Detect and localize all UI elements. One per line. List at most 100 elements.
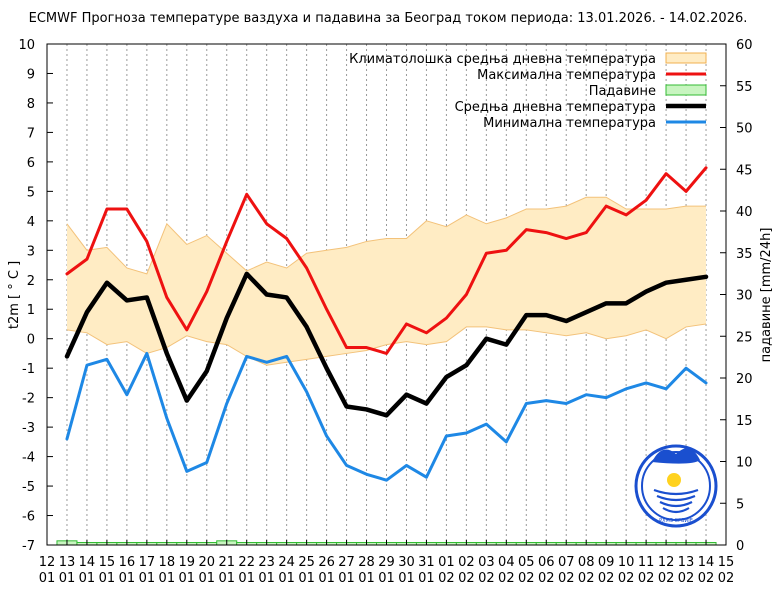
x-tick-month-label: 01: [119, 571, 136, 586]
x-tick-month-label: 01: [338, 571, 355, 586]
temperature-lines: [64, 166, 709, 482]
x-tick-day-label: 11: [638, 555, 655, 570]
x-tick-day-label: 20: [198, 555, 215, 570]
x-tick-month-label: 02: [578, 571, 595, 586]
y-axis-left: -7 -6 -5 -4 -3 -2 -1 0 1 2 3 4 5 6 7 8 9 10: [18, 38, 53, 554]
rhmz-logo-icon: РХМЗ СРБИЈЕ: [634, 444, 718, 528]
x-tick-day-label: 15: [99, 555, 116, 570]
x-tick-day-label: 19: [179, 555, 196, 570]
x-tick-month-label: 01: [139, 571, 156, 586]
legend-label: Минимална температура: [483, 116, 656, 131]
legend-label: Максимална температура: [477, 68, 656, 83]
x-tick-month-label: 02: [618, 571, 635, 586]
x-tick-day-label: 29: [378, 555, 395, 570]
x-tick-day-label: 30: [398, 555, 415, 570]
x-tick-month-label: 02: [598, 571, 615, 586]
x-tick-day-label: 06: [538, 555, 555, 570]
x-tick-day-label: 02: [458, 555, 475, 570]
max-temp-line: [65, 166, 708, 355]
y-tick-label: -1: [22, 362, 35, 377]
y-axis-label: t2m [ ° C ]: [7, 261, 22, 329]
y-tick-label: 7: [27, 126, 35, 141]
x-tick-month-label: 01: [318, 571, 335, 586]
y2-tick-label: 45: [736, 163, 753, 178]
x-tick-day-label: 13: [59, 555, 76, 570]
x-tick-day-label: 28: [358, 555, 375, 570]
x-tick-day-label: 15: [718, 555, 735, 570]
x-tick-day-label: 25: [298, 555, 315, 570]
y2-tick-label: 20: [736, 372, 753, 387]
x-tick-month-label: 01: [198, 571, 215, 586]
y-tick-label: -6: [22, 510, 35, 525]
x-tick-month-label: 01: [238, 571, 255, 586]
min-temp-line: [65, 351, 708, 482]
y2-tick-label: 15: [736, 414, 753, 429]
legend-swatch: [665, 52, 707, 64]
logo-caption: РХМЗ СРБИЈЕ: [659, 518, 693, 524]
x-tick-month-label: 01: [278, 571, 295, 586]
x-tick-month-label: 01: [298, 571, 315, 586]
y-tick-label: -7: [22, 539, 35, 554]
x-tick-day-label: 05: [518, 555, 535, 570]
x-tick-day-label: 16: [119, 555, 136, 570]
chart-title: ECMWF Прогноза температуре ваздуха и пад…: [29, 11, 748, 26]
y-axis-right: 0 5 10 15 20 25 30 35 40 45 50 55 60: [720, 38, 753, 554]
logo-wave: [653, 488, 699, 496]
y-tick-label: 10: [18, 38, 35, 53]
legend-label: Средња дневна температура: [455, 100, 656, 115]
y-tick-label: 8: [27, 97, 35, 112]
y2-tick-label: 60: [736, 38, 753, 53]
x-tick-month-label: 01: [39, 571, 56, 586]
y-tick-label: -4: [22, 451, 35, 466]
x-tick-month-label: 02: [498, 571, 515, 586]
climate-upper-edge: [66, 196, 707, 275]
x-tick-month-label: 02: [478, 571, 495, 586]
x-tick-day-label: 08: [578, 555, 595, 570]
x-tick-month-label: 02: [538, 571, 555, 586]
x-tick-month-label: 01: [159, 571, 176, 586]
x-tick-month-label: 02: [718, 571, 735, 586]
y2-tick-label: 55: [736, 80, 753, 95]
logo-wave: [656, 494, 696, 502]
x-tick-day-label: 03: [478, 555, 495, 570]
y-tick-label: 0: [27, 333, 35, 348]
x-tick-month-label: 01: [358, 571, 375, 586]
x-tick-month-label: 02: [698, 571, 715, 586]
y2-tick-label: 5: [736, 497, 744, 512]
x-tick-day-label: 21: [218, 555, 235, 570]
x-tick-month-label: 01: [99, 571, 116, 586]
y2-tick-label: 40: [736, 205, 753, 220]
x-tick-day-label: 18: [159, 555, 176, 570]
y-tick-label: 4: [27, 215, 35, 230]
x-tick-month-label: 02: [658, 571, 675, 586]
legend: Климатолошка средња дневна температураМа…: [349, 52, 707, 131]
x-tick-day-label: 24: [278, 555, 295, 570]
x-tick-month-label: 02: [438, 571, 455, 586]
x-tick-day-label: 01: [438, 555, 455, 570]
y-tick-label: 2: [27, 274, 35, 289]
y2-tick-label: 50: [736, 122, 753, 137]
x-tick-day-label: 12: [658, 555, 675, 570]
y-tick-label: 6: [27, 156, 35, 171]
x-tick-month-label: 01: [59, 571, 76, 586]
legend-label: Климатолошка средња дневна температура: [349, 52, 656, 67]
y-tick-label: 9: [27, 67, 35, 82]
y-tick-label: -5: [22, 480, 35, 495]
x-tick-month-label: 02: [558, 571, 575, 586]
x-tick-day-label: 04: [498, 555, 515, 570]
x-tick-day-label: 26: [318, 555, 335, 570]
x-tick-month-label: 01: [79, 571, 96, 586]
y-tick-label: -2: [22, 392, 35, 407]
x-tick-day-label: 14: [79, 555, 96, 570]
y2-tick-label: 10: [736, 456, 753, 471]
logo-cloud: [652, 448, 700, 464]
x-tick-month-label: 02: [678, 571, 695, 586]
y-tick-label: 5: [27, 185, 35, 200]
legend-swatch: [665, 84, 707, 96]
x-tick-day-label: 09: [598, 555, 615, 570]
x-tick-day-label: 10: [618, 555, 635, 570]
mean-temp-line: [64, 271, 709, 418]
x-tick-month-label: 01: [378, 571, 395, 586]
x-tick-month-label: 01: [418, 571, 435, 586]
